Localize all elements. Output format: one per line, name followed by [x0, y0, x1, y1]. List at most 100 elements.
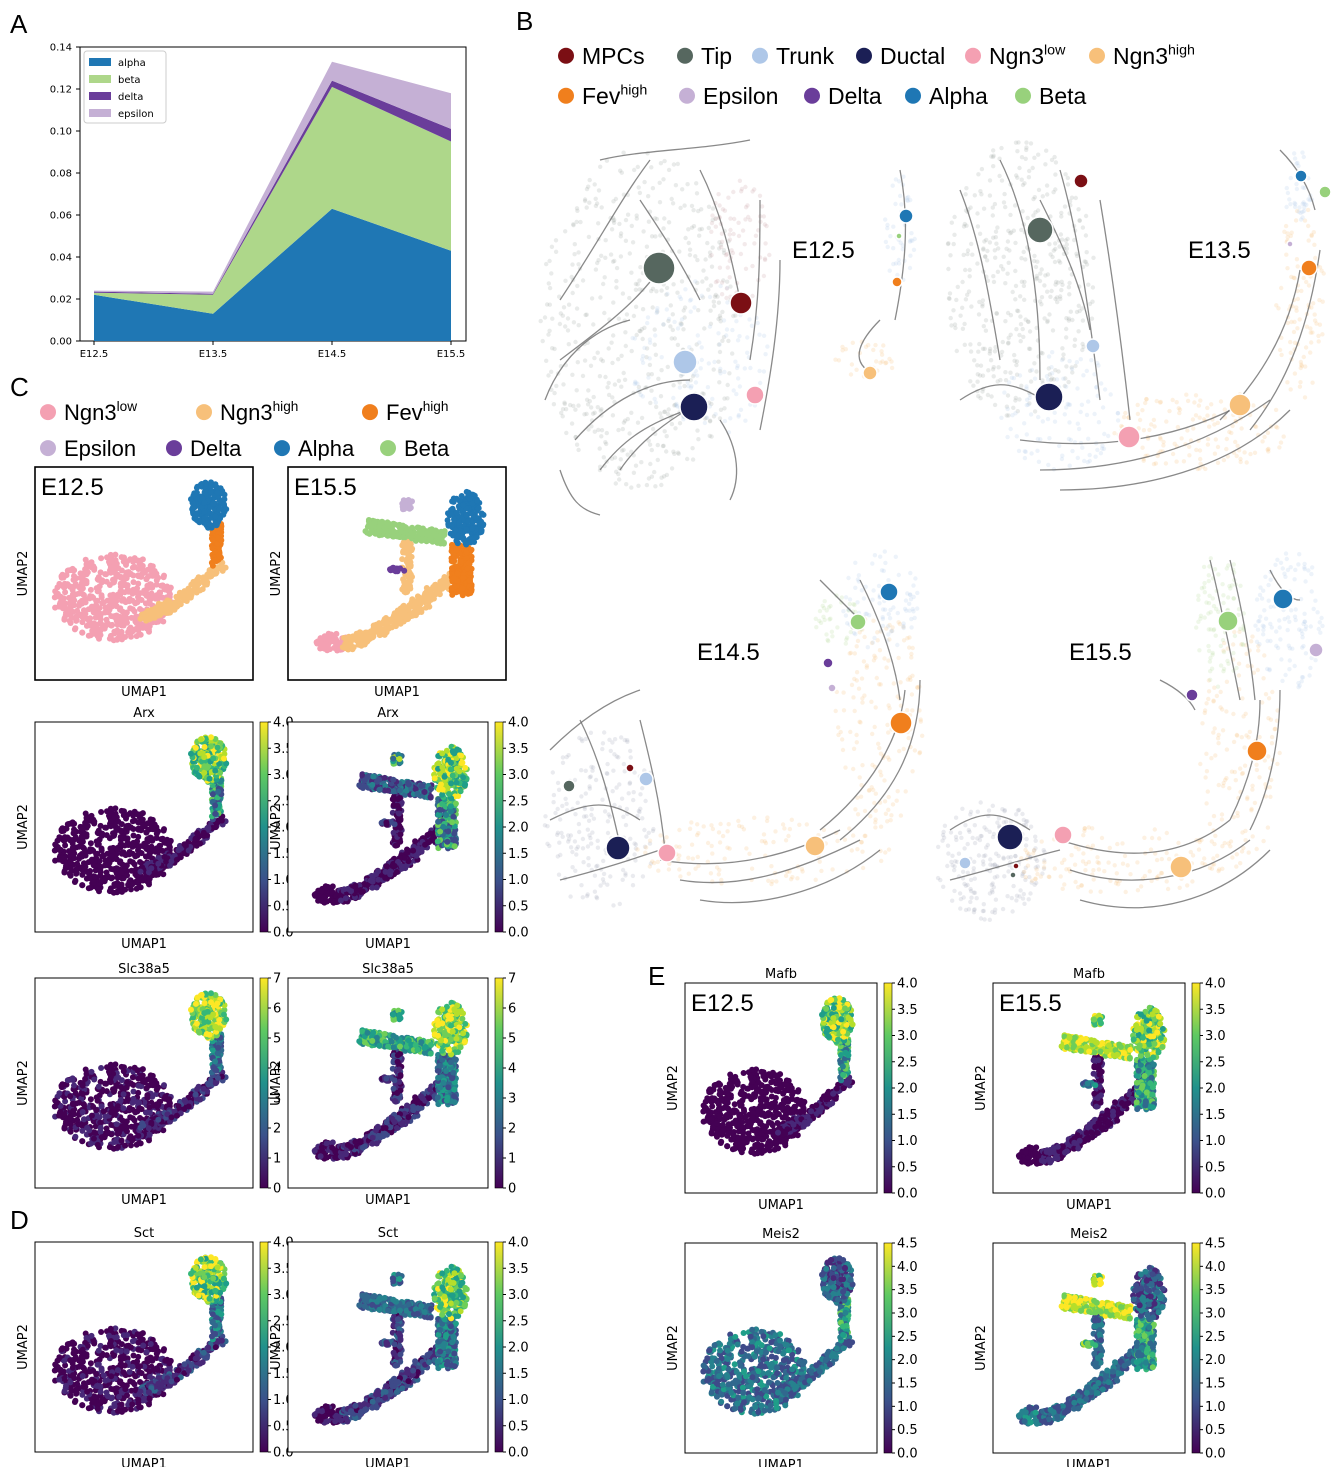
velocity-cell-point: [556, 807, 560, 811]
umap-cell-point: [176, 594, 182, 600]
legend-swatch-beta: [89, 75, 111, 83]
velocity-cell-point: [667, 317, 671, 321]
velocity-cell-point: [950, 221, 954, 225]
velocity-cell-point: [623, 873, 627, 877]
umap-cell-point: [381, 618, 387, 624]
velocity-cell-point: [723, 419, 727, 423]
velocity-cell-point: [670, 466, 674, 470]
velocity-cell-point: [612, 259, 616, 263]
velocity-cell-point: [636, 421, 640, 425]
velocity-cell-point: [716, 331, 720, 335]
velocity-cell-point: [1265, 667, 1269, 671]
velocity-cell-point: [1069, 310, 1073, 314]
velocity-cell-point: [621, 291, 625, 295]
velocity-cell-point: [975, 896, 979, 900]
velocity-cell-point: [853, 709, 857, 713]
velocity-cell-point: [1231, 712, 1235, 716]
velocity-cell-point: [878, 555, 882, 559]
velocity-cell-point: [977, 853, 981, 857]
velocity-cell-point: [1216, 445, 1220, 449]
velocity-cell-point: [863, 809, 867, 813]
velocity-cell-point: [1233, 440, 1237, 444]
velocity-cell-point: [738, 384, 742, 388]
velocity-cell-point: [604, 238, 608, 242]
velocity-cell-point: [1275, 762, 1279, 766]
velocity-cell-point: [1207, 425, 1211, 429]
legend-item-label: MPCs: [582, 43, 645, 69]
velocity-cell-point: [851, 602, 855, 606]
velocity-cell-point: [913, 576, 917, 580]
velocity-cell-point: [748, 218, 752, 222]
velocity-cell-point: [1053, 172, 1057, 176]
velocity-cell-point: [719, 245, 723, 249]
velocity-cell-point: [1053, 241, 1057, 245]
velocity-cell-point: [1245, 460, 1249, 464]
velocity-cell-point: [646, 375, 650, 379]
umap-cell-point: [366, 636, 372, 642]
velocity-cell-point: [1099, 451, 1103, 455]
velocity-cell-point: [958, 891, 962, 895]
velocity-cell-point: [1263, 575, 1267, 579]
velocity-cell-point: [718, 367, 722, 371]
umap-cell-point: [451, 553, 457, 559]
velocity-cell-point: [997, 174, 1001, 178]
velocity-cell-point: [1210, 667, 1214, 671]
velocity-cell-point: [877, 746, 881, 750]
velocity-cell-point: [1293, 205, 1297, 209]
velocity-cell-point: [1207, 689, 1211, 693]
legend-item-label: Ngn3high: [1113, 42, 1195, 69]
velocity-cell-point: [1033, 835, 1037, 839]
velocity-cell-point: [782, 826, 786, 830]
velocity-cell-point: [1218, 705, 1222, 709]
velocity-cell-point: [601, 359, 605, 363]
velocity-cell-point: [771, 840, 775, 844]
velocity-cell-point: [910, 769, 914, 773]
velocity-cell-point: [575, 306, 579, 310]
velocity-cell-point: [737, 334, 741, 338]
velocity-cell-point: [1261, 589, 1265, 593]
velocity-cell-point: [836, 725, 840, 729]
legend-item-label: Delta: [828, 83, 882, 109]
velocity-cell-point: [1287, 644, 1291, 648]
velocity-cell-point: [949, 316, 953, 320]
velocity-cell-point: [726, 265, 730, 269]
umap-cell-point: [400, 534, 406, 540]
velocity-cell-point: [911, 609, 915, 613]
velocity-cell-point: [844, 613, 848, 617]
velocity-cell-point: [727, 822, 731, 826]
velocity-cell-point: [615, 266, 619, 270]
velocity-cell-point: [965, 252, 969, 256]
velocity-cell-point: [1167, 409, 1171, 413]
velocity-cell-point: [692, 372, 696, 376]
velocity-cell-point: [1292, 151, 1296, 155]
umap-cell-point: [377, 528, 383, 534]
velocity-cell-point: [1198, 457, 1202, 461]
velocity-cell-point: [649, 389, 653, 393]
velocity-cell-point: [724, 296, 728, 300]
velocity-cell-point: [620, 171, 624, 175]
velocity-cell-point: [1032, 254, 1036, 258]
velocity-cell-point: [601, 859, 605, 863]
velocity-cell-point: [617, 782, 621, 786]
velocity-cell-point: [1196, 598, 1200, 602]
velocity-cell-point: [609, 749, 613, 753]
velocity-cell-point: [581, 374, 585, 378]
umap-cell-point: [441, 541, 447, 547]
velocity-cell-point: [621, 427, 625, 431]
umap-cell-point: [314, 639, 320, 645]
velocity-cell-point: [609, 341, 613, 345]
velocity-cell-point: [858, 720, 862, 724]
velocity-cell-point: [708, 309, 712, 313]
velocity-cell-point: [868, 814, 872, 818]
velocity-cell-point: [1047, 312, 1051, 316]
velocity-cell-point: [857, 573, 861, 577]
legend-label-text: Ngn3: [1113, 43, 1168, 69]
velocity-cell-point: [969, 242, 973, 246]
velocity-cell-point: [700, 358, 704, 362]
velocity-cell-point: [672, 162, 676, 166]
velocity-cell-point: [963, 823, 967, 827]
velocity-cell-point: [1140, 408, 1144, 412]
umap-cell-point: [79, 630, 85, 636]
velocity-cell-point: [1318, 323, 1322, 327]
